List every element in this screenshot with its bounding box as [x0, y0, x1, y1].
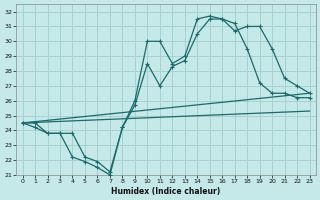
X-axis label: Humidex (Indice chaleur): Humidex (Indice chaleur)	[111, 187, 221, 196]
